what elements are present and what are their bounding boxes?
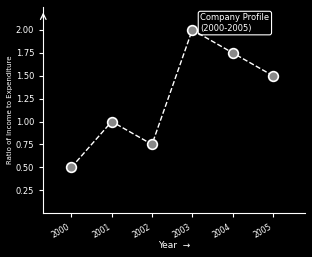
Y-axis label: Ratio of Income to Expenditure: Ratio of Income to Expenditure: [7, 56, 13, 164]
Text: Company Profile
(2000-2005): Company Profile (2000-2005): [200, 13, 270, 33]
X-axis label: Year  →: Year →: [158, 241, 190, 250]
